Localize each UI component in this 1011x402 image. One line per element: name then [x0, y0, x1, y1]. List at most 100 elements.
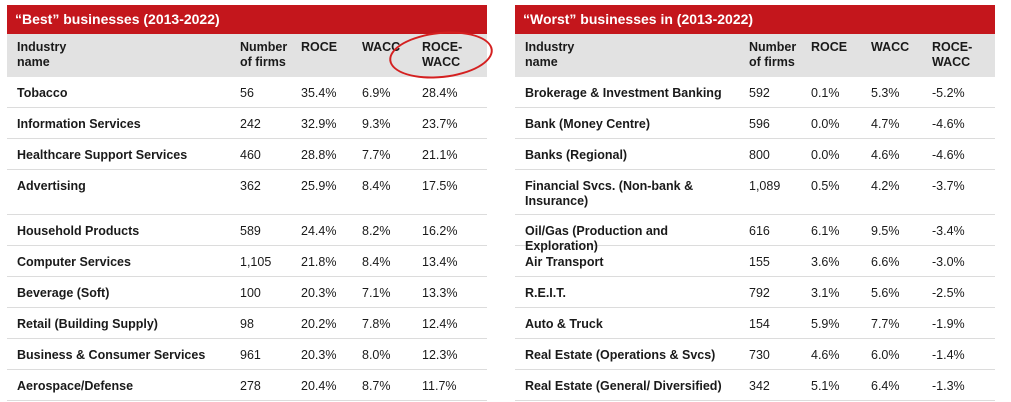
wacc-cell: 9.5% — [871, 224, 900, 238]
industry-name-cell: R.E.I.T. — [525, 286, 566, 300]
industry-name-cell: Household Products — [17, 224, 140, 238]
roce-cell: 20.3% — [301, 286, 337, 300]
roce-cell: 20.4% — [301, 379, 337, 393]
best-table-title: “Best” businesses (2013-2022) — [7, 5, 487, 34]
roce-minus-wacc-cell: 11.7% — [422, 379, 457, 393]
number-of-firms-cell: 800 — [749, 148, 770, 162]
industry-name-cell: Business & Consumer Services — [17, 348, 206, 362]
number-of-firms-cell: 100 — [240, 286, 261, 300]
number-of-firms-cell: 730 — [749, 348, 770, 362]
roce-minus-wacc-cell: -3.0% — [932, 255, 965, 269]
number-of-firms-cell: 1,105 — [240, 255, 272, 269]
header-wacc: WACC — [362, 40, 401, 54]
industry-name-cell: Healthcare Support Services — [17, 148, 188, 162]
roce-cell: 5.1% — [811, 379, 840, 393]
roce-minus-wacc-cell: 23.7% — [422, 117, 458, 131]
header-industry-name: Industry name — [17, 40, 67, 69]
industry-name-cell: Real Estate (General/ Diversified) — [525, 379, 722, 393]
wacc-cell: 8.0% — [362, 348, 391, 362]
industry-name-cell: Oil/Gas (Production and Exploration) — [525, 224, 669, 253]
roce-cell: 28.8% — [301, 148, 337, 162]
wacc-cell: 6.6% — [871, 255, 900, 269]
roce-minus-wacc-cell: -5.2% — [932, 86, 965, 100]
industry-name-cell: Information Services — [17, 117, 141, 131]
number-of-firms-cell: 278 — [240, 379, 261, 393]
header-number-of-firms: Number of firms — [749, 40, 797, 69]
number-of-firms-cell: 596 — [749, 117, 770, 131]
wacc-cell: 9.3% — [362, 117, 391, 131]
wacc-cell: 7.7% — [362, 148, 391, 162]
table-row: Aerospace/Defense 278 20.4% 8.7% 11.7% — [7, 370, 487, 401]
roce-minus-wacc-cell: -1.3% — [932, 379, 965, 393]
roce-cell: 4.6% — [811, 348, 840, 362]
table-row: Brokerage & Investment Banking 592 0.1% 5.3… — [515, 77, 995, 108]
roce-minus-wacc-cell: -4.6% — [932, 148, 965, 162]
roce-minus-wacc-cell: 28.4% — [422, 86, 458, 100]
roce-minus-wacc-cell: 16.2% — [422, 224, 458, 238]
table-row: Tobacco 56 35.4% 6.9% 28.4% — [7, 77, 487, 108]
wacc-cell: 6.9% — [362, 86, 391, 100]
roce-cell: 0.0% — [811, 117, 840, 131]
header-roce-wacc: ROCE- WACC — [422, 40, 463, 69]
number-of-firms-cell: 155 — [749, 255, 770, 269]
roce-minus-wacc-cell: 17.5% — [422, 179, 458, 193]
industry-name-cell: Financial Svcs. (Non-bank & Insurance) — [525, 179, 694, 208]
header-industry-name: Industry name — [525, 40, 575, 69]
number-of-firms-cell: 362 — [240, 179, 261, 193]
roce-minus-wacc-cell: 13.4% — [422, 255, 458, 269]
roce-cell: 24.4% — [301, 224, 337, 238]
number-of-firms-cell: 592 — [749, 86, 770, 100]
wacc-cell: 5.3% — [871, 86, 900, 100]
wacc-cell: 8.4% — [362, 255, 391, 269]
table-row: Real Estate (General/ Diversified) 342 5.1… — [515, 370, 995, 401]
roce-cell: 32.9% — [301, 117, 337, 131]
roce-cell: 35.4% — [301, 86, 337, 100]
roce-cell: 0.0% — [811, 148, 840, 162]
number-of-firms-cell: 589 — [240, 224, 261, 238]
industry-name-cell: Air Transport — [525, 255, 604, 269]
wacc-cell: 8.2% — [362, 224, 391, 238]
table-row: Air Transport 155 3.6% 6.6% -3.0% — [515, 246, 995, 277]
wacc-cell: 7.8% — [362, 317, 391, 331]
wacc-cell: 7.1% — [362, 286, 391, 300]
table-row: Beverage (Soft) 100 20.3% 7.1% 13.3% — [7, 277, 487, 308]
table-row: Retail (Building Supply) 98 20.2% 7.8% 12.4% — [7, 308, 487, 339]
number-of-firms-cell: 1,089 — [749, 179, 781, 193]
header-number-of-firms: Number of firms — [240, 40, 288, 69]
number-of-firms-cell: 792 — [749, 286, 770, 300]
industry-name-cell: Tobacco — [17, 86, 68, 100]
best-table-body: Tobacco 56 35.4% 6.9% 28.4% Information Servi… — [7, 77, 487, 401]
roce-cell: 0.1% — [811, 86, 840, 100]
industry-name-cell: Computer Services — [17, 255, 131, 269]
wacc-cell: 8.7% — [362, 379, 391, 393]
table-row: Oil/Gas (Production and Exploration) 616 6… — [515, 215, 995, 253]
wacc-cell: 5.6% — [871, 286, 900, 300]
wacc-cell: 4.2% — [871, 179, 900, 193]
industry-name-cell: Aerospace/Defense — [17, 379, 134, 393]
roce-cell: 20.2% — [301, 317, 337, 331]
table-row: Bank (Money Centre) 596 0.0% 4.7% -4.6% — [515, 108, 995, 139]
wacc-cell: 8.4% — [362, 179, 391, 193]
roce-minus-wacc-cell: -1.4% — [932, 348, 965, 362]
wacc-cell: 4.7% — [871, 117, 900, 131]
roce-minus-wacc-cell: 12.3% — [422, 348, 458, 362]
roce-minus-wacc-cell: -3.7% — [932, 179, 965, 193]
roce-minus-wacc-cell: -1.9% — [932, 317, 965, 331]
header-roce: ROCE — [301, 40, 338, 54]
number-of-firms-cell: 342 — [749, 379, 770, 393]
number-of-firms-cell: 98 — [240, 317, 254, 331]
industry-name-cell: Banks (Regional) — [525, 148, 628, 162]
roce-minus-wacc-cell: -3.4% — [932, 224, 965, 238]
roce-minus-wacc-cell: 21.1% — [422, 148, 458, 162]
worst-table-title: “Worst” businesses in (2013-2022) — [515, 5, 995, 34]
roce-cell: 6.1% — [811, 224, 840, 238]
roce-minus-wacc-cell: 13.3% — [422, 286, 458, 300]
table-row: Household Products 589 24.4% 8.2% 16.2% — [7, 215, 487, 246]
table-row: R.E.I.T. 792 3.1% 5.6% -2.5% — [515, 277, 995, 308]
wacc-cell: 6.4% — [871, 379, 900, 393]
industry-name-cell: Advertising — [17, 179, 86, 193]
wacc-cell: 7.7% — [871, 317, 900, 331]
worst-table-header: Industry name Number of firms ROCE WACC … — [515, 34, 995, 77]
wacc-cell: 4.6% — [871, 148, 900, 162]
roce-cell: 3.1% — [811, 286, 840, 300]
